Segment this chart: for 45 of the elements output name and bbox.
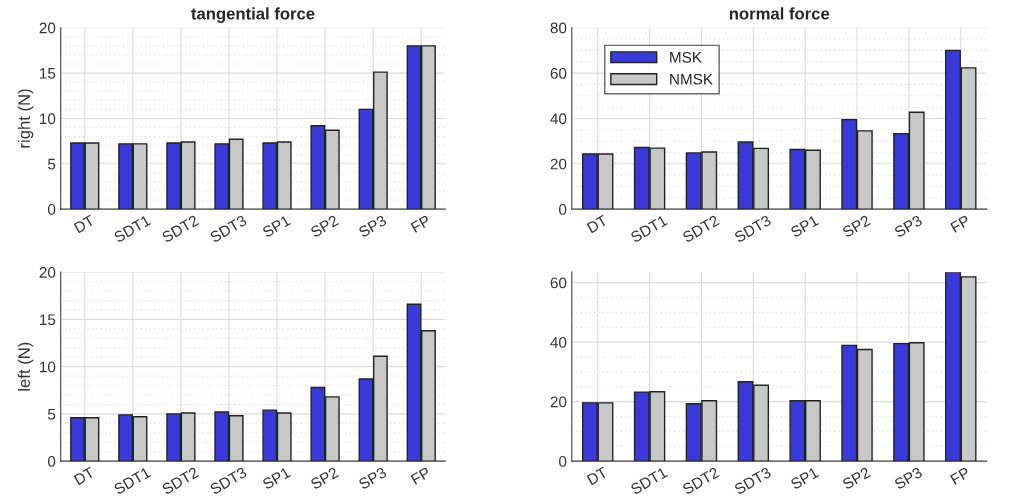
y-tick-label: 60: [550, 67, 567, 79]
y-tick-label: 0: [559, 204, 567, 215]
y-tick-label: 20: [39, 22, 56, 34]
x-tick-label: SP2: [841, 466, 871, 490]
x-tick-label: DT: [73, 466, 96, 486]
x-tick-label: DT: [586, 466, 609, 486]
chart-title: normal force: [729, 7, 830, 20]
chart-title: tangential force: [191, 7, 315, 23]
y-tick-label: 5: [47, 158, 56, 170]
y-axis-title: left (N): [17, 342, 34, 391]
y-tick-label: 0: [47, 456, 56, 467]
y-tick-label: 20: [550, 396, 567, 408]
x-tick-label: SP1: [261, 466, 291, 490]
x-tick-label: SP3: [893, 466, 923, 490]
x-tick-label: FP: [950, 466, 971, 485]
y-tick-label: 20: [550, 158, 567, 170]
y-tick-label: 0: [559, 456, 567, 467]
x-tick-label: SP1: [789, 466, 820, 490]
y-tick-label: 40: [550, 336, 567, 348]
x-tick-label: SP3: [357, 466, 388, 490]
y-tick-label: 5: [47, 408, 56, 420]
y-tick-label: 10: [40, 113, 56, 125]
y-tick-label: 15: [40, 314, 56, 326]
x-tick-label: SP2: [309, 214, 339, 238]
x-tick-label: DT: [586, 214, 609, 234]
y-tick-label: 80: [550, 22, 567, 34]
y-tick-label: 0: [47, 204, 56, 215]
y-tick-label: 20: [39, 267, 56, 278]
y-tick-label: 60: [550, 277, 567, 289]
x-tick-label: SP2: [841, 214, 871, 238]
x-tick-label: FP: [410, 466, 431, 485]
x-tick-label: SP3: [357, 214, 388, 238]
x-tick-label: SP1: [789, 214, 820, 238]
legend-label: NMSK: [670, 73, 713, 85]
x-tick-label: SP1: [261, 214, 291, 238]
y-tick-label: 15: [40, 68, 56, 79]
x-tick-label: DT: [73, 214, 96, 234]
x-tick-label: SP3: [893, 214, 923, 238]
y-axis-title: right (N): [17, 89, 34, 148]
y-tick-label: 40: [550, 113, 567, 125]
x-tick-label: FP: [410, 214, 431, 233]
x-tick-label: SP2: [309, 466, 339, 490]
y-tick-label: 10: [40, 361, 56, 373]
legend-label: MSK: [670, 51, 702, 63]
x-tick-label: FP: [950, 214, 971, 233]
